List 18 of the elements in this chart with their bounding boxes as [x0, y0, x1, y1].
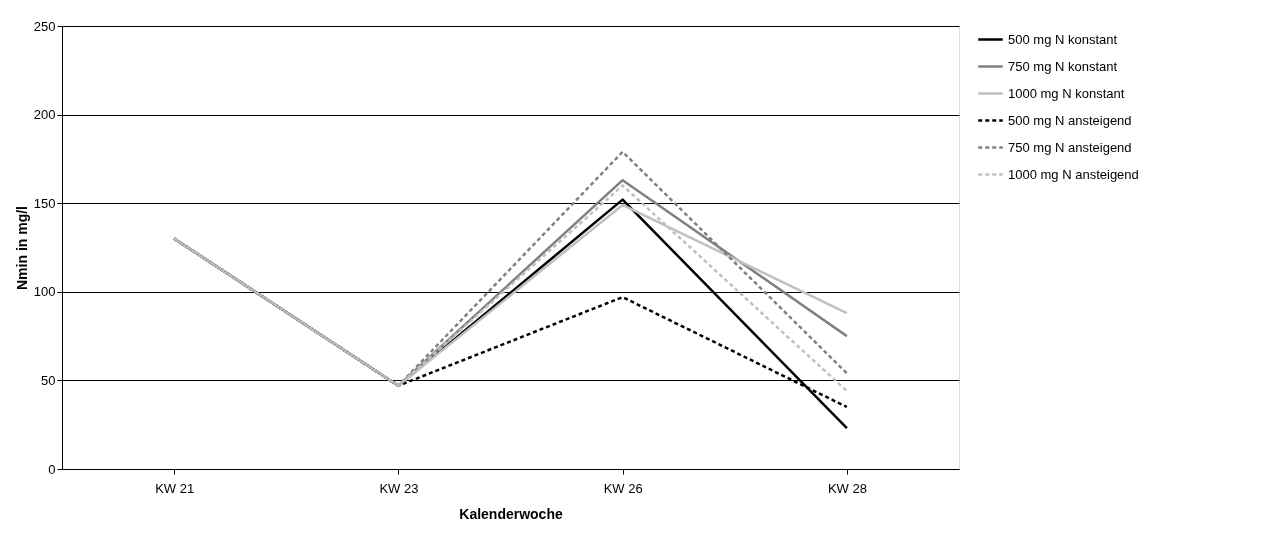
- legend-label: 750 mg N ansteigend: [1008, 139, 1132, 155]
- x-tick-label: KW 21: [155, 480, 195, 496]
- y-tick-label: 250: [33, 18, 56, 34]
- y-tick-label: 0: [48, 461, 56, 477]
- y-tick-label: 100: [33, 284, 56, 300]
- y-axis-title: Nmin in mg/l: [13, 206, 30, 290]
- y-tick-label: 150: [33, 195, 56, 211]
- legend-label: 750 mg N konstant: [1008, 58, 1118, 74]
- legend-label: 500 mg N ansteigend: [1008, 112, 1132, 128]
- x-tick-label: KW 23: [379, 480, 419, 496]
- y-tick-label: 200: [33, 107, 56, 123]
- x-tick-label: KW 28: [827, 480, 867, 496]
- y-tick-label: 50: [41, 372, 56, 388]
- x-axis-title: Kalenderwoche: [459, 505, 563, 522]
- legend-label: 1000 mg N ansteigend: [1008, 166, 1139, 182]
- legend-label: 500 mg N konstant: [1008, 31, 1118, 47]
- x-tick-label: KW 26: [603, 480, 643, 496]
- legend-label: 1000 mg N konstant: [1008, 85, 1125, 101]
